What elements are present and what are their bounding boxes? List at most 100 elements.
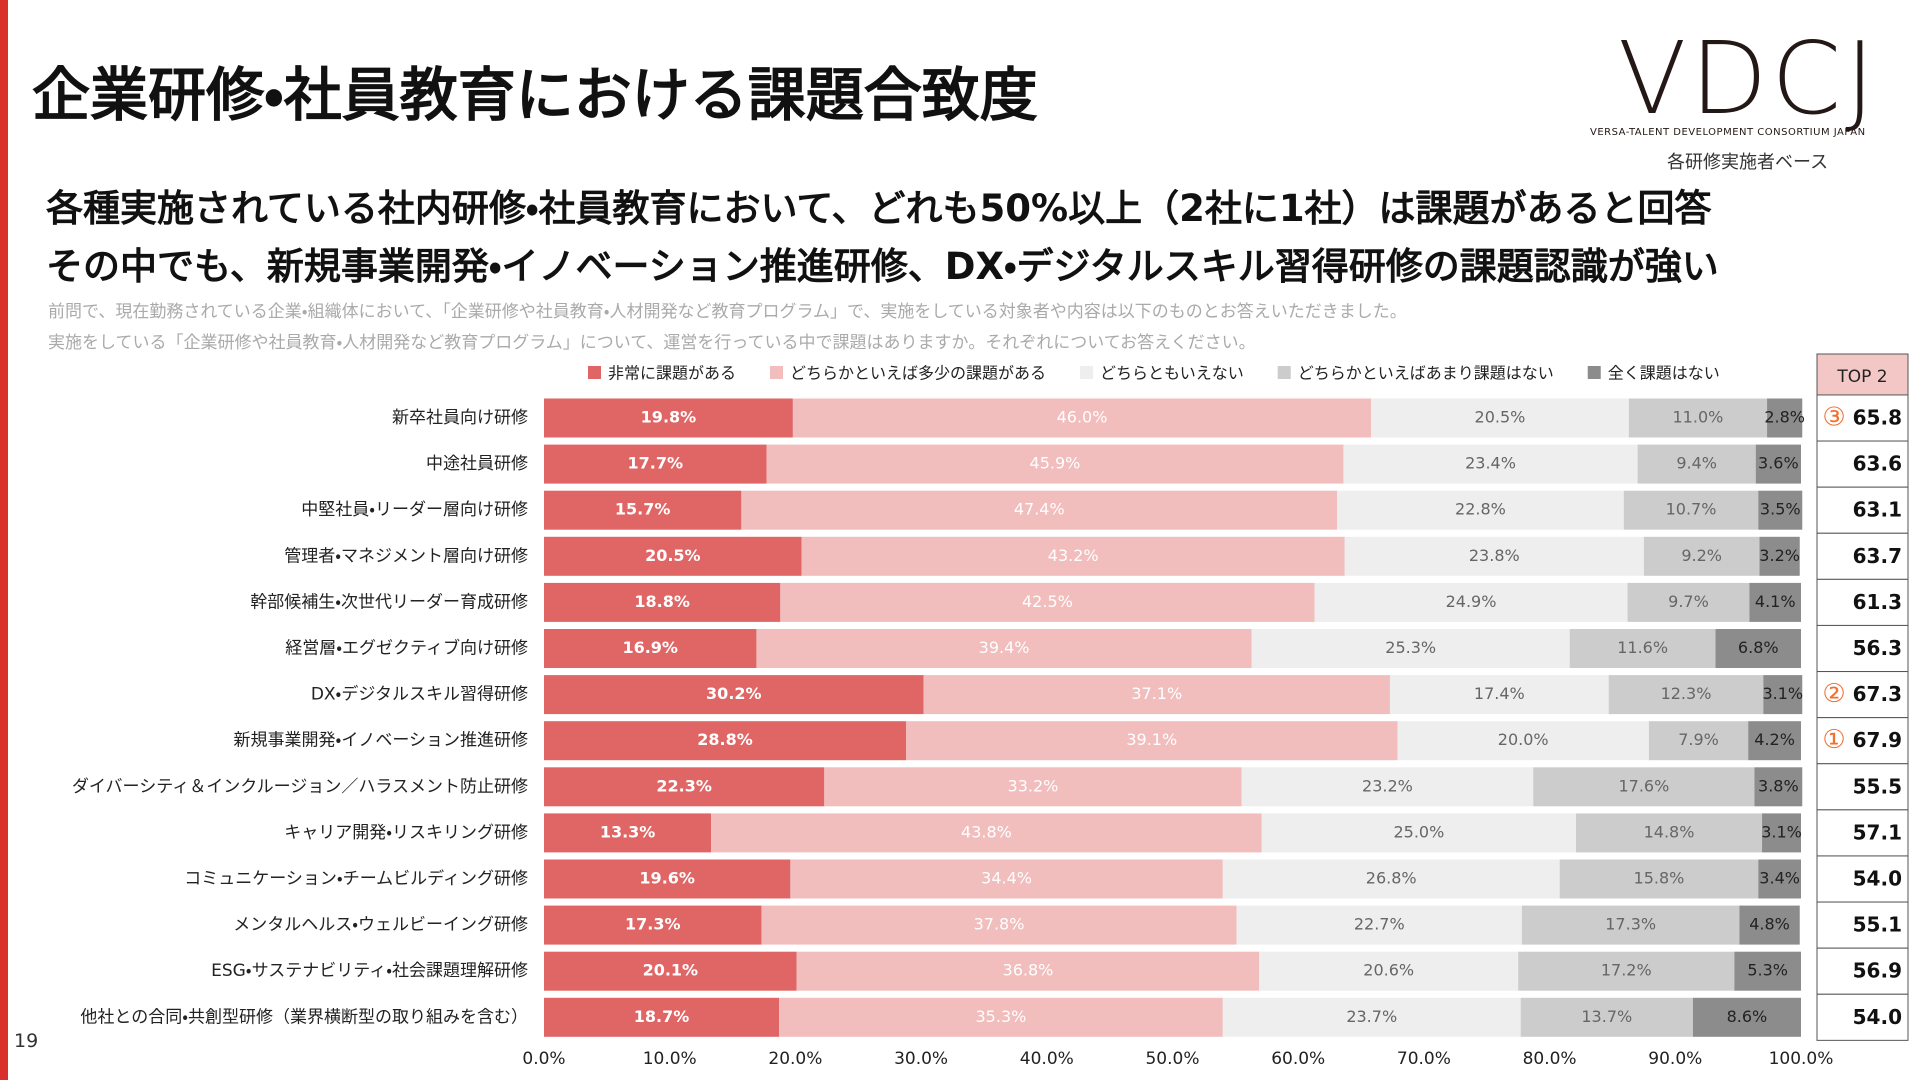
data-label: 18.7%	[634, 1007, 690, 1026]
data-label: 3.4%	[1759, 869, 1800, 888]
x-tick-label: 20.0%	[768, 1049, 822, 1069]
top2-value: 56.3	[1853, 636, 1902, 660]
top2-cell	[1816, 763, 1909, 811]
data-label: 9.2%	[1681, 546, 1722, 565]
legend-label: 非常に課題がある	[608, 364, 736, 383]
category-label: ダイバーシティ＆インクルージョン／ハラスメント防止研修	[72, 777, 528, 797]
legend-swatch	[588, 366, 601, 379]
data-label: 11.6%	[1617, 638, 1668, 657]
bar-segment	[1344, 536, 1644, 576]
data-label: 37.8%	[974, 915, 1025, 934]
logo-caption: VERSA-TALENT DEVELOPMENT CONSORTIUM JAPA…	[1590, 127, 1866, 138]
bar-segment	[544, 859, 791, 899]
data-label: 3.5%	[1760, 500, 1801, 519]
top2-value: 63.6	[1853, 452, 1902, 476]
bar-segment	[1521, 905, 1740, 945]
bar-segment	[544, 398, 793, 438]
data-label: 17.3%	[1605, 915, 1656, 934]
bar-segment	[1236, 905, 1522, 945]
bar-segment	[1608, 675, 1764, 715]
category-label: 管理者・マネジメント層向け研修	[284, 546, 528, 566]
bar-segment	[544, 997, 780, 1037]
data-label: 10.7%	[1666, 500, 1717, 519]
bar-segment	[544, 951, 797, 991]
data-label: 8.6%	[1727, 1007, 1768, 1026]
data-label: 17.3%	[625, 915, 681, 934]
category-label: ESG・サステナビリティ・社会課題理解研修	[211, 961, 528, 981]
data-label: 2.8%	[1764, 408, 1805, 427]
bar-segment	[544, 675, 924, 715]
top2-value: 55.5	[1853, 774, 1902, 798]
data-label: 13.3%	[600, 822, 656, 841]
top2-value: 63.1	[1853, 498, 1902, 522]
data-label: 30.2%	[706, 684, 762, 703]
data-label: 15.8%	[1634, 869, 1685, 888]
top2-cell	[1816, 993, 1909, 1041]
logo: VDCJ	[1618, 20, 1879, 137]
top2-cell	[1816, 717, 1909, 765]
legend-label: 全く課題はない	[1608, 364, 1720, 383]
legend-label: どちらともいえない	[1100, 364, 1244, 383]
data-label: 23.2%	[1362, 776, 1413, 795]
bar-segment	[1734, 951, 1801, 991]
bar-segment	[1559, 859, 1759, 899]
data-label: 43.8%	[961, 822, 1012, 841]
data-label: 14.8%	[1644, 822, 1695, 841]
bar-segment	[1222, 859, 1560, 899]
category-label: 中堅社員・リーダー層向け研修	[301, 500, 528, 520]
data-label: 4.1%	[1755, 592, 1796, 611]
bar-segment	[544, 905, 762, 945]
data-label: 3.1%	[1762, 684, 1803, 703]
bar-segment	[1222, 997, 1521, 1037]
bar-segment	[1569, 629, 1716, 668]
bar-segment	[1758, 859, 1801, 899]
data-label: 20.0%	[1498, 730, 1549, 749]
x-tick-label: 70.0%	[1397, 1049, 1451, 1069]
data-label: 39.4%	[979, 638, 1030, 657]
data-label: 22.7%	[1354, 915, 1405, 934]
category-label: メンタルヘルス・ウェルビーイング研修	[233, 915, 528, 935]
data-label: 37.1%	[1131, 684, 1182, 703]
bar-segment	[544, 721, 907, 761]
data-label: 17.4%	[1474, 684, 1525, 703]
data-label: 3.2%	[1759, 546, 1800, 565]
note: 前問で、現在勤務されている企業・組織体において、「企業研修や社員教育・人材開発な…	[48, 302, 1407, 322]
bar-segment	[1623, 490, 1759, 530]
bar-segment	[1762, 813, 1801, 853]
bar-segment	[544, 629, 757, 668]
data-label: 23.7%	[1346, 1007, 1397, 1026]
bar-segment	[1748, 721, 1801, 761]
data-label: 28.8%	[697, 730, 753, 749]
bar-segment	[796, 951, 1260, 991]
bar-segment	[801, 536, 1345, 576]
x-tick-label: 60.0%	[1271, 1049, 1325, 1069]
x-tick-label: 100.0%	[1769, 1049, 1834, 1069]
top2-cell	[1816, 901, 1909, 949]
bar-segment	[1389, 675, 1609, 715]
top2-header-box	[1816, 353, 1909, 400]
data-label: 43.2%	[1048, 546, 1099, 565]
data-label: 4.2%	[1754, 730, 1795, 749]
bar-segment	[780, 582, 1315, 622]
data-label: 15.7%	[615, 500, 671, 519]
data-label: 3.6%	[1758, 454, 1799, 473]
data-label: 35.3%	[976, 1007, 1027, 1026]
bar-segment	[1755, 444, 1801, 484]
legend-swatch	[770, 366, 784, 379]
category-label: 中途社員研修	[426, 454, 528, 474]
bar-segment	[544, 536, 802, 576]
data-label: 23.8%	[1469, 546, 1520, 565]
bar-segment	[544, 767, 825, 807]
bar-segment	[1749, 582, 1801, 622]
data-label: 20.6%	[1363, 961, 1414, 980]
bar-segment	[1739, 905, 1800, 945]
data-label: 19.8%	[641, 408, 697, 427]
legend-swatch	[1080, 366, 1094, 379]
data-label: 24.9%	[1446, 592, 1497, 611]
bar-segment	[1251, 629, 1570, 668]
bar-segment	[1692, 997, 1801, 1037]
top2-value: 63.7	[1853, 544, 1902, 568]
data-label: 39.1%	[1126, 730, 1177, 749]
data-label: 9.7%	[1668, 592, 1709, 611]
